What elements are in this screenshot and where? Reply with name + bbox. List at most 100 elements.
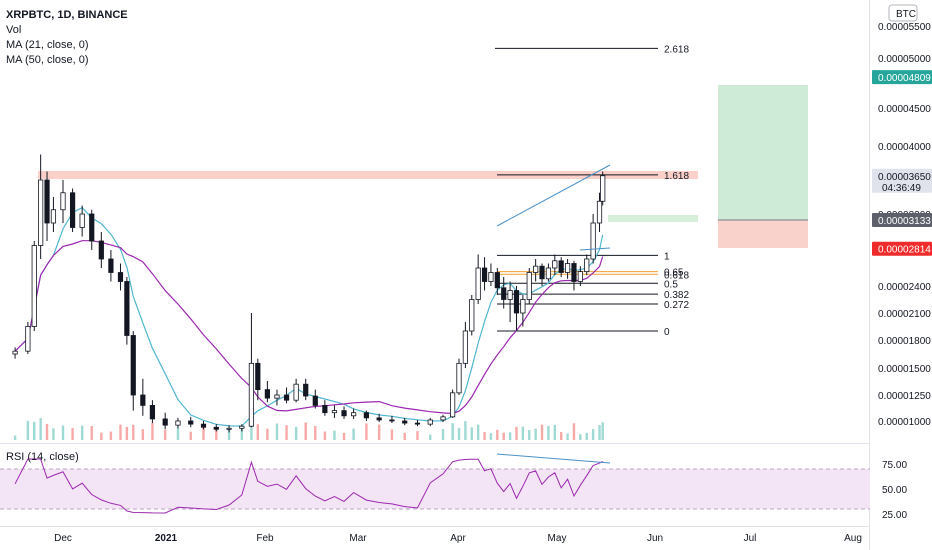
volume-bar [464,421,467,440]
time-axis-label: Feb [256,533,274,544]
volume-bar [176,427,180,440]
price-axis-tick: 0.00005500 [878,22,931,33]
candle-body [331,410,338,414]
volume-bar [323,431,327,440]
price-axis-tick: 0.00001250 [878,391,931,402]
time-axis-label: Apr [450,533,466,544]
candle-body [577,271,583,282]
volume-bar [227,427,231,440]
rsi-line [14,458,603,514]
volume-bar [189,431,192,440]
volume-bar [256,424,260,440]
volume-bar [572,423,576,440]
candle-body [264,389,270,399]
volume-bar [559,432,563,440]
time-axis: Dec 2021 Feb Mar Apr May Jun Jul Aug [54,533,862,544]
candle-body [12,350,18,355]
volume-bar [540,424,544,440]
candle-body [89,213,95,242]
time-axis-label: May [548,533,567,544]
candle-body [475,267,481,300]
volume-bar [377,424,381,440]
candle-body [255,362,261,391]
candle-body [533,265,539,273]
volume-bar [429,434,432,440]
candle-body [596,200,603,224]
volume-bar [61,425,65,440]
time-axis-label: Jul [744,533,757,544]
rsi-title[interactable]: RSI (14, close) [6,451,79,463]
candle-body [584,258,590,273]
volume-bar [496,429,499,440]
indicator-volume[interactable]: Vol [6,24,22,36]
price-tag-bg [872,241,932,256]
candle-body [558,260,564,273]
candle-body [69,192,76,228]
volume-bar [314,425,317,440]
candle-body [341,410,347,417]
plot-background [0,0,870,550]
candle-body [44,179,50,224]
candle-body [427,419,433,425]
indicator-ma50[interactable]: MA (50, close, 0) [6,54,89,66]
stop-zone [718,220,808,248]
volume-bar [547,425,550,440]
candle-body [130,335,136,396]
volume-bar [457,428,461,440]
trendline-lower [579,247,611,251]
candle-body [124,281,130,336]
volume-bar [275,423,279,440]
volume-bar [125,426,129,440]
volume-bar [100,432,103,440]
fib-level-label: 0.65 [664,268,684,279]
volume-bar [598,425,601,440]
candle-body [162,418,168,426]
candle-body [481,267,488,282]
volume-bar [601,422,604,440]
volume-bar [52,428,55,440]
volume-bar [579,434,582,440]
candle-body [312,395,318,406]
candle-body [450,392,456,418]
indicator-ma21[interactable]: MA (21, close, 0) [6,39,89,51]
candle-body [213,426,219,430]
candle-body [600,175,606,202]
candle-body [513,290,520,314]
rsi-axis-tick: 75.00 [882,460,907,471]
candle-body [389,419,395,422]
symbol-title[interactable]: XRPBTC, 1D, BINANCE [6,9,128,21]
ma21-line [14,206,604,427]
volume-bar [365,423,368,440]
candle-body [539,265,545,280]
candle-body [98,240,104,260]
volume-bar [45,424,49,440]
volume-bar [591,429,595,440]
price-axis-tick: 0.00004000 [878,142,931,153]
ma50-line [14,240,604,415]
candle-body [488,272,494,282]
entry-zone [608,215,698,222]
candle-body [293,383,299,401]
volume-bar [441,428,445,440]
volume-bar [90,425,93,440]
time-axis-label: Aug [844,533,862,544]
volume-bar [489,433,493,440]
volume-bar [80,425,84,440]
candle-body [200,423,207,428]
volume-bar [33,421,36,440]
candle-body [322,404,328,414]
candle-body [507,290,513,300]
volume-bar [333,430,336,440]
candle-body [571,263,577,282]
fib-level-label: 0.618 [664,270,689,281]
price-axis-tick: 0.00004500 [878,104,931,115]
price-tag-bg [872,70,932,85]
volume-bar [250,416,253,440]
volume-bar [26,420,30,440]
candle-series [12,154,606,433]
volume-bar [304,422,307,440]
candle-body [590,222,596,260]
trendline-upper [496,164,611,227]
volume-bar [294,426,298,440]
